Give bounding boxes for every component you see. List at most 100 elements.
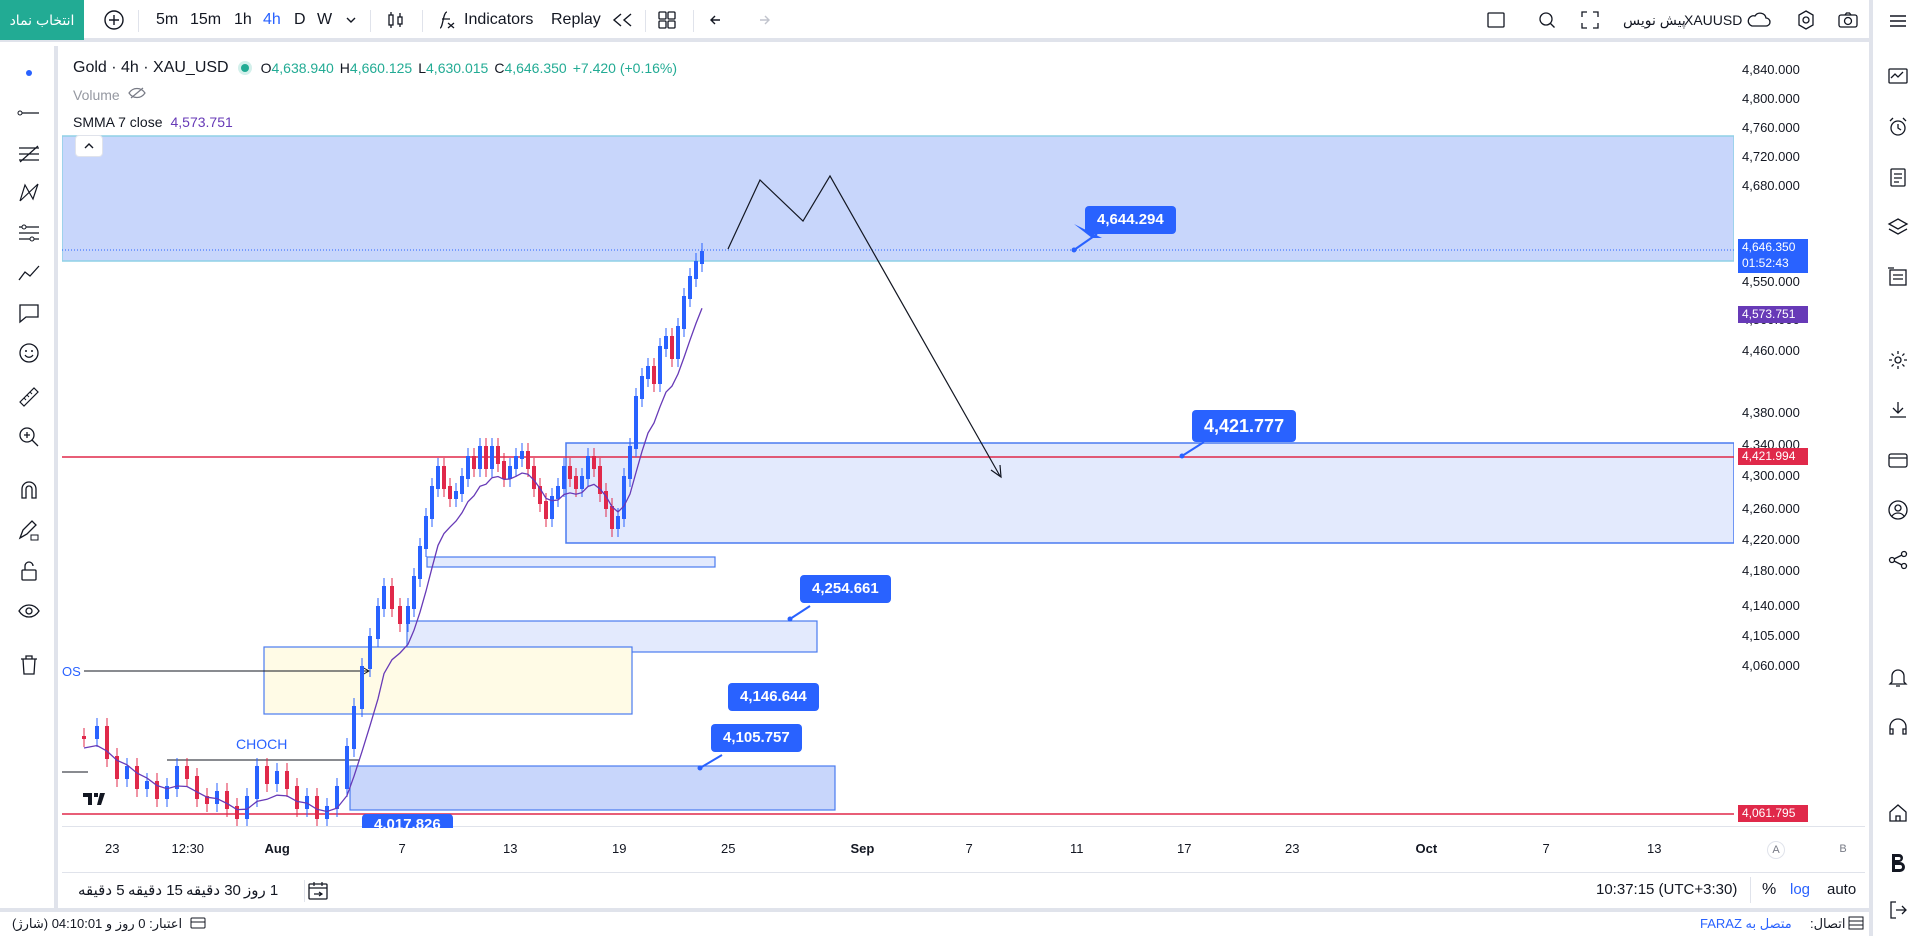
candle-body [115, 756, 119, 779]
price-callout[interactable]: 4,644.294 [1085, 206, 1176, 234]
timeframe-w[interactable]: W [317, 11, 333, 28]
smma-label[interactable]: SMMA 7 close [73, 113, 163, 130]
cursor-dot-icon[interactable] [14, 58, 44, 88]
lock-icon[interactable] [14, 556, 44, 586]
settings-gear-icon[interactable] [1883, 345, 1913, 375]
range-5m[interactable]: 5 دقیقه [78, 882, 125, 899]
price-axis-label: 4,760.000 [1742, 120, 1800, 135]
scale-b-button[interactable]: B [1839, 843, 1847, 855]
demand-zone-upper[interactable] [565, 442, 1734, 544]
cloud-icon[interactable] [1745, 8, 1773, 32]
symbol-title[interactable]: Gold · 4h · XAU_USD [73, 58, 229, 76]
log-scale-toggle[interactable]: log [1790, 881, 1811, 898]
quick-search-icon[interactable] [1535, 8, 1559, 32]
home-icon[interactable] [1883, 798, 1913, 828]
candle-body [454, 491, 458, 499]
brand-b-icon[interactable] [1883, 848, 1913, 878]
notes-icon[interactable] [1883, 162, 1913, 192]
prediction-icon[interactable] [14, 218, 44, 248]
pencil-lock-icon[interactable] [14, 516, 44, 546]
price-callout[interactable]: 4,105.757 [711, 724, 802, 752]
yellow-zone[interactable] [263, 646, 633, 715]
auto-scale-toggle[interactable]: auto [1827, 881, 1857, 898]
download-icon[interactable] [1883, 395, 1913, 425]
wallet-icon[interactable] [1883, 445, 1913, 475]
object-tree-icon[interactable] [1883, 262, 1913, 292]
user-profile-icon[interactable] [1883, 495, 1913, 525]
chevron-down-icon[interactable] [344, 8, 358, 32]
share-icon[interactable] [1883, 545, 1913, 575]
candle-body [556, 486, 560, 499]
clock-timezone[interactable]: 10:37:15 (UTC+3:30) [1596, 881, 1738, 898]
scale-a-button[interactable]: A [1767, 841, 1785, 859]
eye-hidden-icon[interactable] [127, 84, 146, 106]
settings-gear-icon[interactable] [1794, 8, 1818, 32]
supply-zone[interactable] [62, 135, 1734, 262]
symbol-label[interactable]: XAUUSD [1684, 12, 1743, 28]
time-axis-label: 7 [398, 841, 406, 856]
price-callout[interactable]: 4,017.826 [362, 814, 453, 828]
undo-icon[interactable] [706, 8, 730, 32]
select-symbol-button[interactable]: انتخاب نماد [0, 0, 84, 40]
range-30m[interactable]: 30 دقیقه [186, 882, 241, 899]
alarm-clock-icon[interactable] [1883, 112, 1913, 142]
zone-4105[interactable] [349, 765, 836, 811]
candle-body [496, 446, 500, 464]
magnet-icon[interactable] [14, 476, 44, 506]
emoji-icon[interactable] [14, 338, 44, 368]
range-15m[interactable]: 15 دقیقه [128, 882, 183, 899]
support-headset-icon[interactable] [1883, 712, 1913, 742]
timeframe-5m[interactable]: 5m [156, 11, 179, 28]
fib-lines-icon[interactable] [14, 138, 44, 168]
trend-line-icon[interactable] [14, 98, 44, 128]
menu-icon[interactable] [1883, 6, 1913, 36]
layers-icon[interactable] [1883, 212, 1913, 242]
tradingview-logo-icon[interactable] [80, 788, 110, 810]
timeframe-d[interactable]: D [294, 11, 306, 28]
time-axis-label: 7 [1542, 841, 1550, 856]
small-zone[interactable] [426, 556, 716, 568]
projection-path[interactable] [727, 174, 1001, 477]
time-axis[interactable]: A B 23 12:30 Aug 7 13 19 25 Sep 7 11 17 23 Oct 7 13 [62, 826, 1865, 872]
time-axis-label: 12:30 [171, 841, 205, 856]
camera-icon[interactable] [1836, 8, 1860, 32]
notification-bell-icon[interactable] [1883, 662, 1913, 692]
notes-label[interactable]: پیش نویس [1623, 12, 1686, 28]
timeframe-1h[interactable]: 1h [234, 11, 252, 28]
ruler-icon[interactable] [14, 382, 44, 412]
replay-icon[interactable] [609, 8, 635, 32]
collapse-legend-button[interactable] [75, 135, 103, 157]
replay-button[interactable]: Replay [551, 11, 601, 28]
indicators-icon[interactable] [436, 8, 458, 32]
percent-scale-toggle[interactable]: % [1762, 881, 1777, 898]
candles-icon[interactable] [384, 8, 408, 32]
indicators-button[interactable]: Indicators [464, 11, 534, 28]
pattern-icon[interactable] [14, 178, 44, 208]
eye-icon[interactable] [14, 596, 44, 626]
add-symbol-icon[interactable] [102, 8, 126, 32]
watchlist-icon[interactable] [1883, 62, 1913, 92]
price-axis[interactable]: 4,840.000 4,800.000 4,760.000 4,720.000 4,68… [1734, 46, 1865, 826]
range-1d[interactable]: 1 روز [244, 882, 279, 899]
text-note-icon[interactable] [14, 298, 44, 328]
redo-icon[interactable] [750, 8, 774, 32]
server-icon [1848, 916, 1864, 933]
logout-icon[interactable] [1883, 895, 1913, 925]
price-chart[interactable]: CHOCH OS [62, 46, 1734, 826]
trash-icon[interactable] [14, 650, 44, 680]
price-callout[interactable]: 4,254.661 [800, 575, 891, 603]
top-toolbar: انتخاب نماد 5m 15m 1h 4h D W Indicators … [0, 0, 1869, 42]
expand-icon[interactable] [1578, 8, 1602, 32]
zoom-in-icon[interactable] [14, 422, 44, 452]
price-callout[interactable]: 4,146.644 [728, 683, 819, 711]
forecast-icon[interactable] [14, 258, 44, 288]
layouts-grid-icon[interactable] [655, 8, 679, 32]
price-callout[interactable]: 4,421.777 [1192, 410, 1297, 442]
volume-label[interactable]: Volume [73, 86, 120, 103]
date-range-calendar-icon[interactable] [306, 879, 330, 907]
timeframe-4h[interactable]: 4h [263, 11, 281, 28]
candle-body [105, 726, 109, 759]
timeframe-15m[interactable]: 15m [190, 11, 222, 28]
fullscreen-square-icon[interactable] [1484, 8, 1508, 32]
chart-canvas[interactable]: CHOCH OS [62, 46, 1734, 826]
